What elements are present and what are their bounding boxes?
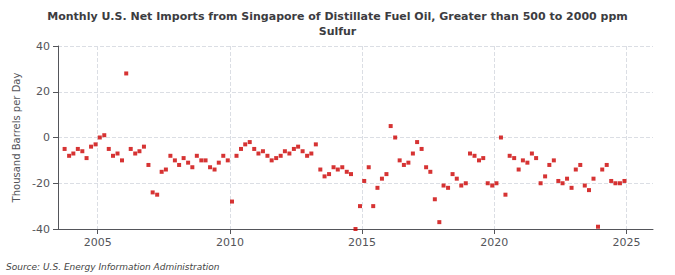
svg-text:2005: 2005 [84,236,112,249]
svg-text:2015: 2015 [348,236,376,249]
svg-text:Source: U.S. Energy Informatio: Source: U.S. Energy Information Administ… [6,262,220,272]
svg-text:0: 0 [43,131,50,144]
svg-text:Monthly U.S. Net Imports from: Monthly U.S. Net Imports from Singapore … [47,10,628,23]
svg-text:2025: 2025 [613,236,641,249]
svg-text:20: 20 [36,85,50,98]
svg-text:-20: -20 [32,177,50,190]
svg-text:-40: -40 [32,223,50,236]
svg-text:2010: 2010 [216,236,244,249]
svg-text:Thousand Barrels per Day: Thousand Barrels per Day [11,73,22,204]
svg-text:40: 40 [36,40,50,53]
svg-text:2020: 2020 [480,236,508,249]
svg-text:Sulfur: Sulfur [319,25,357,38]
